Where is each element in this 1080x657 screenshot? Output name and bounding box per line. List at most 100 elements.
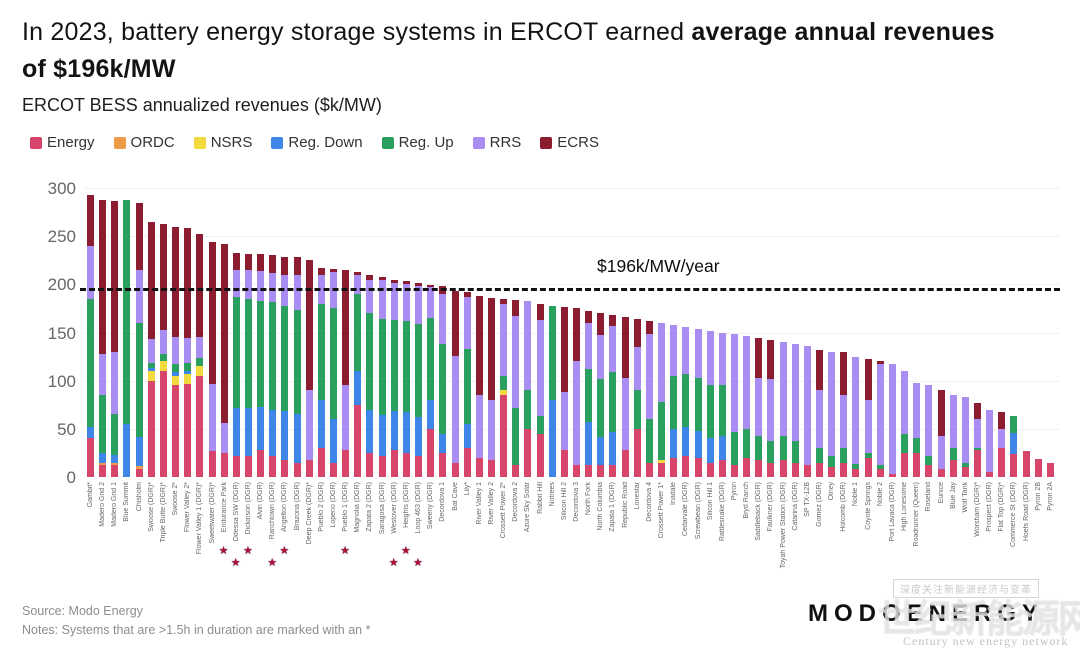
- legend-label: Energy: [47, 134, 95, 151]
- x-axis-label: Wolf Tank: [961, 482, 969, 513]
- bar-segment-ecrs: [767, 340, 775, 379]
- x-axis-label: Westover (DGR): [390, 482, 398, 534]
- bar-segment-rrs: [208, 383, 216, 451]
- legend-label: ECRS: [557, 134, 599, 151]
- gridline: [84, 236, 1060, 238]
- bar-segment-ecrs: [378, 276, 386, 281]
- bar-segment-reg-up: [633, 390, 641, 429]
- bar-segment-rrs: [257, 270, 265, 301]
- bar-segment-energy: [475, 457, 483, 477]
- bar-segment-reg-up: [876, 465, 884, 470]
- bar: [232, 252, 240, 477]
- bar-segment-reg-down: [269, 409, 277, 456]
- bar: [123, 199, 131, 477]
- bar: [427, 285, 435, 477]
- bar-segment-reg-down: [427, 399, 435, 429]
- bar: [402, 281, 410, 477]
- gridline: [84, 284, 1060, 286]
- ordc-swatch-icon: [113, 136, 126, 149]
- bar-segment-ecrs: [560, 307, 568, 393]
- bar-segment-rrs: [694, 328, 702, 378]
- bar: [816, 349, 823, 477]
- bar: [901, 371, 909, 477]
- bar-segment-energy: [147, 380, 155, 477]
- bar-segment-reg-down: [293, 414, 301, 463]
- bar-segment-reg-down: [463, 423, 471, 449]
- bar: [779, 342, 787, 477]
- x-axis-label: Crossett Power 1*: [658, 482, 666, 539]
- x-axis-label: Silicon Hill 2: [560, 482, 568, 521]
- bar-segment-reg-up: [427, 318, 435, 400]
- x-axis-label: Faulkner (DGR): [767, 482, 775, 532]
- legend-label: Reg. Up: [398, 134, 454, 151]
- bar-segment-ordc: [99, 462, 107, 466]
- bar-segment-rrs: [342, 385, 350, 450]
- bar: [378, 276, 386, 477]
- star-marker-icon: ★: [267, 557, 278, 569]
- x-axis-label: Decordova 1: [439, 482, 447, 522]
- bar-segment-reg-down: [244, 407, 252, 456]
- x-axis-label: Flat Top (DGR)*: [998, 482, 1006, 532]
- source-note: Source: Modo Energy: [22, 604, 143, 618]
- bar: [803, 345, 811, 477]
- bar-segment-energy: [961, 467, 969, 477]
- bar-segment-rrs: [609, 325, 617, 372]
- x-axis-label: Roseland: [925, 482, 933, 512]
- rrs-swatch-icon: [472, 136, 485, 149]
- bar-segment-ecrs: [876, 361, 884, 365]
- bar-segment-energy: [1010, 453, 1018, 477]
- ecrs-swatch-icon: [540, 136, 553, 149]
- bar-segment-reg-down: [281, 411, 289, 460]
- bar-segment-ecrs: [451, 291, 459, 356]
- gridline: [84, 380, 1060, 382]
- x-axis-label: Magnolia (DGR): [354, 482, 362, 533]
- bar-segment-energy: [524, 428, 532, 477]
- bar: [293, 257, 301, 477]
- bar: [609, 315, 617, 477]
- bar-segment-energy: [973, 450, 981, 477]
- bar-segment-ecrs: [585, 311, 593, 323]
- bar: [1046, 462, 1054, 477]
- bar-segment-energy: [913, 452, 921, 477]
- bar-segment-rrs: [840, 395, 848, 449]
- bar-segment-rrs: [645, 334, 653, 420]
- bar-segment-energy: [730, 465, 738, 477]
- bar-segment-reg-down: [330, 419, 337, 463]
- bar-segment-reg-up: [925, 455, 933, 466]
- bar-segment-reg-up: [147, 363, 155, 369]
- legend-label: NSRS: [210, 134, 253, 151]
- bar-segment-reg-up: [111, 414, 119, 455]
- bar-segment-energy: [888, 474, 896, 477]
- bar-segment-nsrs: [184, 373, 192, 384]
- bar: [876, 361, 884, 477]
- bar-segment-reg-up: [852, 464, 860, 470]
- reg-down-swatch-icon: [271, 136, 284, 149]
- bar-segment-ecrs: [342, 269, 350, 386]
- bar-segment-rrs: [913, 382, 921, 439]
- bar-segment-reg-down: [548, 399, 556, 477]
- bar-segment-energy: [816, 462, 823, 477]
- bar-segment-rrs: [159, 329, 167, 354]
- bar-segment-energy: [208, 450, 216, 477]
- bar-segment-reg-up: [585, 369, 593, 423]
- bar: [597, 313, 605, 477]
- bar-segment-rrs: [427, 287, 435, 319]
- bar-segment-reg-down: [366, 409, 374, 453]
- bar-segment-energy: [1022, 450, 1030, 477]
- y-axis-tick-label: 50: [57, 419, 76, 439]
- bar-segment-rrs: [451, 355, 459, 463]
- bar: [1034, 458, 1042, 477]
- bar-segment-rrs: [803, 345, 811, 466]
- star-marker-icon: ★: [242, 545, 253, 557]
- bar-segment-energy: [864, 457, 872, 477]
- x-axis-label: Rabbit Hill: [536, 482, 544, 514]
- bar-segment-ecrs: [487, 297, 495, 400]
- bar: [560, 307, 568, 477]
- bar-segment-reg-down: [257, 406, 265, 450]
- x-axis-label: Rattlesnake (DGR): [718, 482, 726, 542]
- bar-segment-reg-up: [828, 455, 836, 468]
- bar-segment-rrs: [147, 339, 155, 364]
- bar-segment-rrs: [220, 423, 228, 453]
- bar-segment-rrs: [172, 337, 180, 365]
